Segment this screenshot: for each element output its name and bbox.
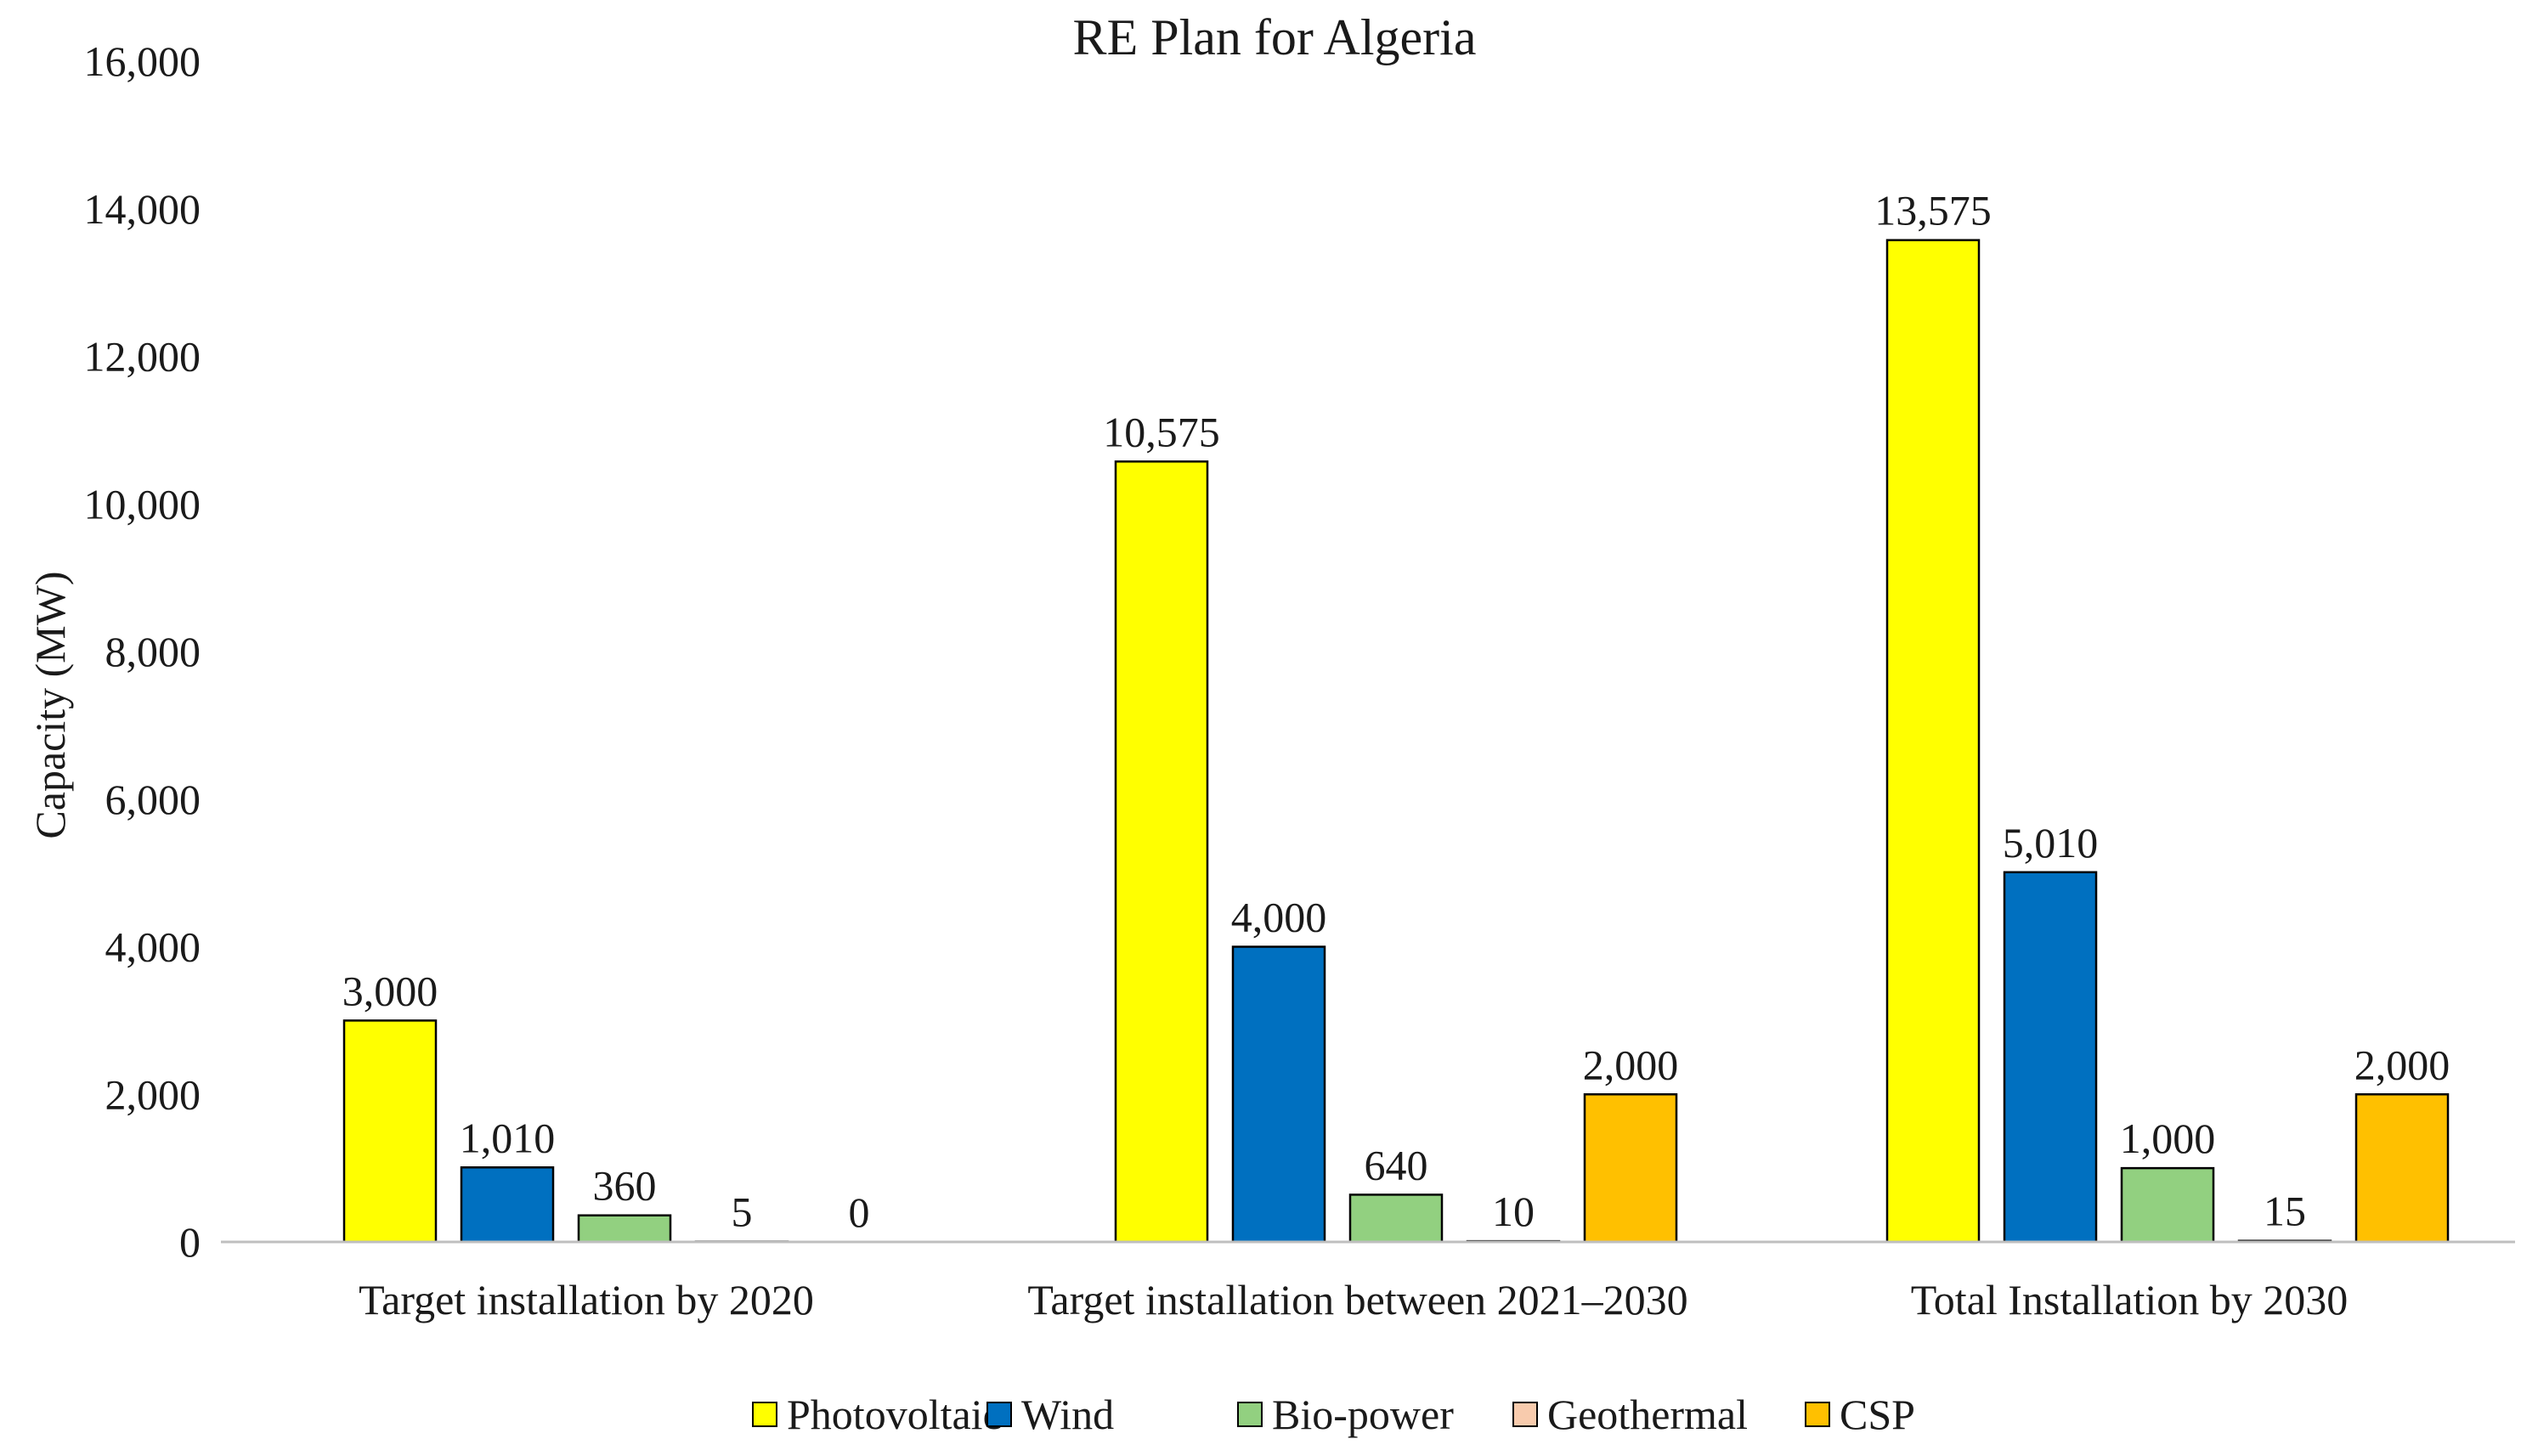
category-label: Total Installation by 2030 xyxy=(1911,1276,2348,1323)
data-label: 0 xyxy=(849,1188,870,1236)
y-tick-label: 14,000 xyxy=(84,185,201,233)
y-tick-label: 6,000 xyxy=(105,776,201,823)
bar-wind xyxy=(2003,871,2098,1244)
data-label: 640 xyxy=(1365,1141,1428,1188)
category-labels: Target installation by 2020 Target instal… xyxy=(359,1276,2348,1323)
data-label: 2,000 xyxy=(1583,1041,1679,1088)
y-tick-label: 2,000 xyxy=(105,1070,201,1118)
bar-bio-power xyxy=(2120,1166,2215,1244)
y-axis-label: Capacity (MW) xyxy=(26,571,74,838)
data-label: 13,575 xyxy=(1874,187,1992,234)
data-labels: 3,000 1,010 360 5 0 10,575 4,000 640 10 2,000 13,5… xyxy=(342,187,2450,1236)
category-label: Target installation between 2021–2030 xyxy=(1027,1276,1687,1323)
bar-photovoltaic xyxy=(1885,239,1981,1244)
bar-bio-power xyxy=(577,1214,672,1244)
legend-label: Geothermal xyxy=(1547,1391,1748,1438)
y-tick-label: 12,000 xyxy=(84,333,201,381)
legend-label: CSP xyxy=(1840,1391,1915,1438)
legend-swatch-csp xyxy=(1805,1402,1830,1427)
y-tick-label: 8,000 xyxy=(105,628,201,675)
bar-wind xyxy=(460,1166,555,1244)
bar-photovoltaic xyxy=(1114,460,1209,1244)
data-label: 15 xyxy=(2264,1188,2306,1235)
legend-swatch-wind xyxy=(986,1402,1012,1427)
bar-csp xyxy=(1583,1093,1678,1244)
data-label: 10 xyxy=(1492,1188,1535,1235)
y-axis-ticks: 0 2,000 4,000 6,000 8,000 10,000 12,000 14,000 1… xyxy=(84,37,201,1266)
legend-swatch-bio-power xyxy=(1237,1402,1263,1427)
legend-label: Photovoltaic xyxy=(787,1391,1002,1438)
bar-bio-power xyxy=(1348,1194,1444,1244)
legend-swatch-geothermal xyxy=(1512,1402,1538,1427)
data-label: 1,000 xyxy=(2120,1115,2216,1162)
bars xyxy=(342,239,2450,1244)
bar-csp xyxy=(2354,1093,2450,1244)
y-tick-label: 0 xyxy=(179,1218,201,1266)
category-label: Target installation by 2020 xyxy=(359,1276,814,1323)
legend-label: Wind xyxy=(1021,1391,1114,1438)
data-label: 360 xyxy=(593,1162,657,1210)
bar-wind xyxy=(1231,945,1326,1244)
data-label: 2,000 xyxy=(2354,1041,2450,1088)
data-label: 5,010 xyxy=(2003,819,2099,866)
y-tick-label: 16,000 xyxy=(84,37,201,85)
legend-label: Bio-power xyxy=(1272,1391,1454,1438)
data-label: 4,000 xyxy=(1231,894,1327,941)
data-label: 5 xyxy=(732,1188,753,1236)
y-tick-label: 4,000 xyxy=(105,923,201,971)
legend-swatch-photovoltaic xyxy=(752,1402,777,1427)
data-label: 10,575 xyxy=(1103,408,1220,455)
chart-title: RE Plan for Algeria xyxy=(1073,9,1477,65)
bar-photovoltaic xyxy=(342,1019,438,1244)
data-label: 1,010 xyxy=(460,1114,556,1161)
y-tick-label: 10,000 xyxy=(84,480,201,528)
legend: Photovoltaic Wind Bio-power Geothermal CSP xyxy=(752,1391,1915,1438)
data-label: 3,000 xyxy=(342,967,438,1014)
